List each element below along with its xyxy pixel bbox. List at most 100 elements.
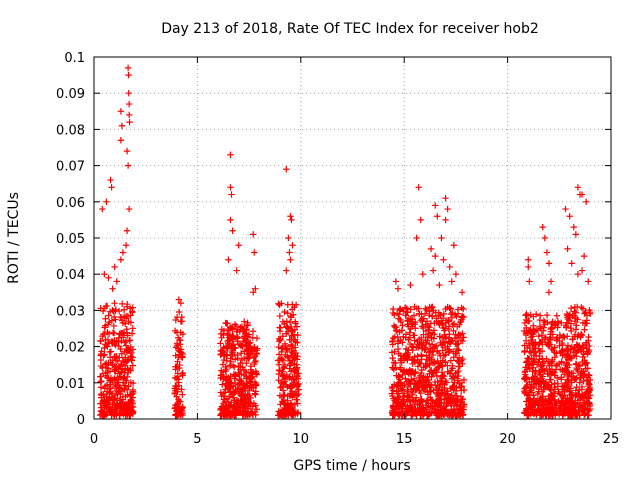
data-point <box>446 263 453 271</box>
data-point <box>429 267 437 274</box>
data-point <box>399 339 406 346</box>
data-point <box>396 373 403 381</box>
data-point <box>460 334 467 341</box>
data-point <box>438 234 445 242</box>
data-point <box>290 347 297 355</box>
data-point <box>581 405 588 412</box>
data-point <box>417 216 424 224</box>
data-point <box>427 345 434 352</box>
data-point <box>524 381 531 389</box>
data-point <box>447 357 455 364</box>
data-point <box>549 318 556 325</box>
data-point <box>129 386 137 394</box>
data-point <box>278 345 285 352</box>
data-point <box>523 311 530 318</box>
data-point <box>440 338 447 346</box>
data-point <box>585 278 592 285</box>
data-point <box>117 362 124 370</box>
data-point <box>395 350 402 357</box>
data-point <box>586 386 594 394</box>
data-point <box>289 342 296 350</box>
data-point <box>565 370 573 377</box>
data-point <box>442 305 449 313</box>
y-axis-label: ROTI / TECUs <box>6 192 22 284</box>
data-point <box>584 349 591 357</box>
data-point <box>277 336 284 344</box>
data-point <box>129 309 136 316</box>
data-point <box>525 263 532 271</box>
data-point <box>285 409 292 417</box>
data-point <box>293 396 300 403</box>
data-point <box>559 352 566 359</box>
data-point <box>543 311 551 319</box>
data-point <box>113 402 120 409</box>
data-point <box>578 267 586 274</box>
data-point <box>400 367 408 374</box>
data-point <box>407 306 414 313</box>
data-point <box>523 405 530 412</box>
data-point <box>249 334 257 341</box>
data-point <box>580 368 588 375</box>
data-point <box>586 308 594 316</box>
data-point <box>581 319 589 327</box>
data-point <box>450 409 457 417</box>
data-point <box>388 349 396 356</box>
data-point <box>455 372 462 380</box>
data-point <box>243 339 251 346</box>
data-point <box>575 408 582 416</box>
data-point <box>407 281 414 289</box>
data-point <box>174 358 181 365</box>
data-point <box>229 347 237 354</box>
data-point <box>237 324 244 331</box>
data-point <box>521 342 528 349</box>
data-point <box>427 396 434 403</box>
data-point <box>453 341 461 348</box>
data-point <box>239 342 246 350</box>
data-point <box>545 260 553 267</box>
data-point <box>522 376 529 383</box>
data-point <box>115 370 123 377</box>
data-point <box>585 399 593 406</box>
data-point <box>452 331 459 338</box>
data-point <box>417 389 424 397</box>
data-point <box>392 359 399 367</box>
data-point <box>179 330 187 338</box>
data-point <box>531 358 539 365</box>
data-point <box>108 340 116 347</box>
data-point <box>458 409 465 416</box>
data-point <box>559 341 566 349</box>
data-point <box>410 312 418 319</box>
data-point <box>585 382 592 390</box>
data-point <box>448 278 455 285</box>
data-point <box>543 411 550 419</box>
data-point <box>446 370 454 377</box>
data-point <box>522 312 529 319</box>
data-point <box>403 396 411 403</box>
data-point <box>120 375 127 382</box>
data-point <box>290 366 297 374</box>
data-point <box>241 383 248 391</box>
data-point <box>126 346 134 354</box>
data-point <box>99 364 106 372</box>
data-point <box>287 312 295 320</box>
data-point <box>121 320 129 327</box>
data-point <box>108 184 115 191</box>
data-point <box>402 408 410 415</box>
data-point <box>120 306 128 313</box>
data-point <box>123 329 131 336</box>
data-point <box>535 345 542 352</box>
data-point <box>410 343 417 350</box>
data-point <box>112 379 120 387</box>
data-point <box>286 382 294 390</box>
data-point <box>409 368 417 376</box>
x-tick-label: 15 <box>396 432 413 447</box>
data-point <box>244 333 251 340</box>
data-point <box>106 368 114 375</box>
data-point <box>574 271 582 278</box>
data-point <box>294 331 301 339</box>
data-point <box>460 386 468 394</box>
data-point <box>122 242 130 249</box>
data-point <box>110 329 118 337</box>
data-point <box>288 216 295 224</box>
data-point <box>106 388 113 396</box>
